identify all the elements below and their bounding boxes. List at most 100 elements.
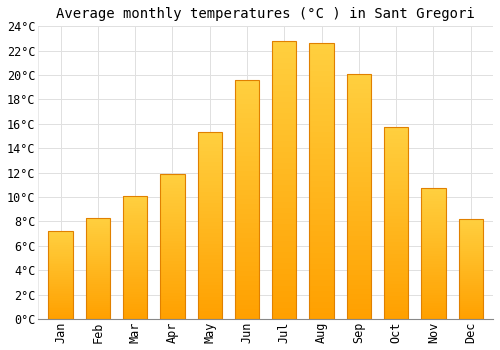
Bar xyxy=(458,227,483,229)
Bar xyxy=(422,191,446,194)
Bar xyxy=(422,215,446,217)
Bar xyxy=(86,240,110,242)
Bar xyxy=(123,247,148,250)
Bar xyxy=(48,272,72,273)
Bar xyxy=(123,289,148,292)
Bar xyxy=(48,254,72,256)
Bar xyxy=(422,207,446,209)
Bar xyxy=(235,252,259,257)
Bar xyxy=(123,235,148,238)
Bar xyxy=(422,241,446,243)
Bar xyxy=(384,131,408,135)
Bar xyxy=(384,170,408,173)
Bar xyxy=(384,177,408,181)
Bar xyxy=(272,313,296,319)
Bar xyxy=(198,207,222,211)
Bar xyxy=(86,293,110,295)
Bar xyxy=(123,309,148,312)
Bar xyxy=(458,247,483,249)
Bar xyxy=(48,308,72,310)
Bar xyxy=(384,147,408,150)
Bar xyxy=(48,298,72,300)
Bar xyxy=(198,147,222,151)
Bar xyxy=(86,228,110,230)
Bar xyxy=(48,252,72,254)
Bar xyxy=(346,294,371,299)
Bar xyxy=(272,219,296,224)
Bar xyxy=(123,274,148,277)
Bar xyxy=(235,137,259,142)
Bar xyxy=(235,161,259,166)
Bar xyxy=(458,259,483,261)
Bar xyxy=(48,259,72,261)
Bar xyxy=(160,240,184,244)
Bar xyxy=(235,223,259,228)
Bar xyxy=(198,256,222,259)
Bar xyxy=(384,135,408,139)
Bar xyxy=(86,295,110,297)
Bar xyxy=(272,158,296,163)
Bar xyxy=(422,251,446,254)
Title: Average monthly temperatures (°C ) in Sant Gregori: Average monthly temperatures (°C ) in Sa… xyxy=(56,7,475,21)
Bar xyxy=(272,119,296,124)
Bar xyxy=(458,257,483,259)
Bar xyxy=(458,285,483,287)
Bar xyxy=(123,196,148,319)
Bar xyxy=(272,252,296,258)
Bar xyxy=(422,204,446,207)
Bar xyxy=(160,299,184,301)
Bar xyxy=(458,301,483,303)
Bar xyxy=(458,283,483,285)
Bar xyxy=(235,309,259,314)
Bar xyxy=(458,265,483,267)
Bar xyxy=(198,196,222,199)
Bar xyxy=(272,97,296,102)
Bar xyxy=(310,120,334,126)
Bar xyxy=(86,220,110,222)
Bar xyxy=(384,127,408,131)
Bar xyxy=(160,261,184,264)
Bar xyxy=(198,278,222,282)
Bar xyxy=(86,280,110,282)
Bar xyxy=(123,267,148,270)
Bar xyxy=(198,215,222,218)
Bar xyxy=(160,200,184,203)
Bar xyxy=(272,191,296,197)
Bar xyxy=(384,288,408,292)
Bar xyxy=(384,315,408,319)
Bar xyxy=(384,166,408,170)
Bar xyxy=(48,289,72,291)
Bar xyxy=(272,280,296,286)
Bar xyxy=(160,220,184,223)
Bar xyxy=(48,234,72,236)
Bar xyxy=(123,287,148,289)
Bar xyxy=(384,208,408,212)
Bar xyxy=(458,233,483,235)
Bar xyxy=(235,85,259,90)
Bar xyxy=(160,284,184,287)
Bar xyxy=(422,264,446,267)
Bar xyxy=(86,260,110,262)
Bar xyxy=(272,113,296,119)
Bar xyxy=(310,93,334,98)
Bar xyxy=(48,282,72,284)
Bar xyxy=(272,241,296,247)
Bar xyxy=(235,94,259,99)
Bar xyxy=(272,63,296,69)
Bar xyxy=(310,104,334,110)
Bar xyxy=(346,128,371,133)
Bar xyxy=(346,74,371,319)
Bar xyxy=(198,315,222,319)
Bar xyxy=(123,282,148,285)
Bar xyxy=(384,303,408,307)
Bar xyxy=(346,245,371,250)
Bar xyxy=(384,296,408,300)
Bar xyxy=(123,213,148,216)
Bar xyxy=(272,52,296,58)
Bar xyxy=(422,243,446,246)
Bar xyxy=(198,285,222,289)
Bar xyxy=(310,65,334,71)
Bar xyxy=(346,123,371,128)
Bar xyxy=(48,241,72,243)
Bar xyxy=(422,301,446,303)
